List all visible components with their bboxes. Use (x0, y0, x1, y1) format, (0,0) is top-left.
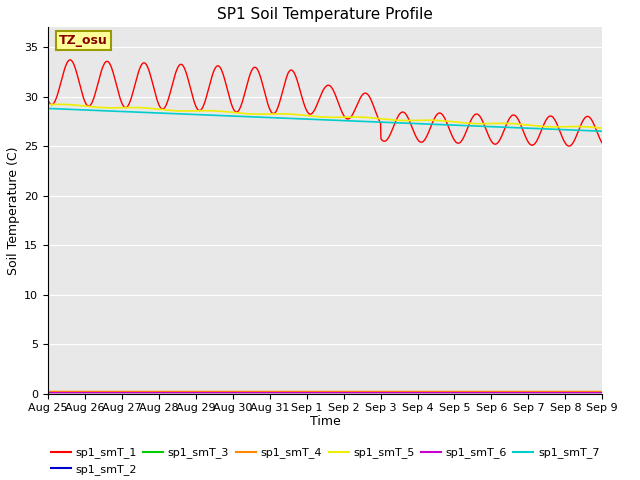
sp1_smT_6 (166, 390, 174, 396)
sp1_smT_7 (262, 115, 269, 120)
X-axis label: Time: Time (310, 415, 340, 428)
sp1_smT_6 (549, 390, 557, 396)
sp1_smT_3 (166, 390, 174, 396)
sp1_smT_1 (275, 100, 283, 106)
sp1_smT_5 (411, 118, 419, 123)
sp1_smT_2 (262, 389, 269, 395)
sp1_smT_3 (262, 390, 269, 396)
sp1_smT_2 (166, 389, 174, 395)
sp1_smT_1 (598, 140, 606, 146)
sp1_smT_2 (275, 389, 283, 395)
Text: TZ_osu: TZ_osu (59, 34, 108, 47)
sp1_smT_7 (502, 124, 509, 130)
sp1_smT_1 (411, 131, 419, 136)
sp1_smT_5 (44, 102, 52, 108)
sp1_smT_3 (549, 390, 557, 396)
sp1_smT_2 (598, 389, 606, 395)
sp1_smT_1 (550, 115, 557, 120)
sp1_smT_5 (502, 120, 509, 126)
sp1_smT_7 (166, 110, 174, 116)
sp1_smT_7 (598, 128, 606, 134)
Line: sp1_smT_5: sp1_smT_5 (48, 104, 602, 128)
sp1_smT_5 (550, 124, 557, 130)
sp1_smT_6 (44, 390, 52, 396)
sp1_smT_2 (410, 389, 418, 395)
sp1_smT_1 (565, 143, 573, 149)
sp1_smT_7 (44, 106, 52, 111)
sp1_smT_5 (54, 101, 62, 107)
Line: sp1_smT_1: sp1_smT_1 (48, 60, 602, 146)
sp1_smT_6 (598, 390, 606, 396)
sp1_smT_4 (502, 388, 509, 394)
sp1_smT_4 (275, 388, 283, 394)
sp1_smT_7 (275, 115, 283, 121)
sp1_smT_3 (598, 390, 606, 396)
sp1_smT_3 (275, 390, 283, 396)
sp1_smT_1 (167, 88, 175, 94)
sp1_smT_2 (44, 389, 52, 395)
Line: sp1_smT_7: sp1_smT_7 (48, 108, 602, 131)
sp1_smT_7 (410, 120, 418, 126)
sp1_smT_2 (549, 389, 557, 395)
sp1_smT_4 (44, 388, 52, 394)
sp1_smT_6 (275, 390, 283, 396)
sp1_smT_3 (410, 390, 418, 396)
sp1_smT_4 (262, 388, 269, 394)
sp1_smT_4 (549, 388, 557, 394)
sp1_smT_1 (262, 94, 269, 100)
Legend: sp1_smT_1, sp1_smT_2, sp1_smT_3, sp1_smT_4, sp1_smT_5, sp1_smT_6, sp1_smT_7: sp1_smT_1, sp1_smT_2, sp1_smT_3, sp1_smT… (46, 443, 604, 480)
sp1_smT_6 (410, 390, 418, 396)
sp1_smT_4 (410, 388, 418, 394)
sp1_smT_4 (598, 388, 606, 394)
sp1_smT_1 (44, 97, 52, 103)
sp1_smT_5 (167, 108, 175, 113)
sp1_smT_2 (502, 389, 509, 395)
Title: SP1 Soil Temperature Profile: SP1 Soil Temperature Profile (217, 7, 433, 22)
sp1_smT_4 (166, 388, 174, 394)
sp1_smT_1 (66, 57, 74, 63)
sp1_smT_5 (262, 111, 269, 117)
sp1_smT_5 (275, 111, 283, 117)
sp1_smT_3 (44, 390, 52, 396)
sp1_smT_6 (502, 390, 509, 396)
sp1_smT_1 (502, 123, 509, 129)
sp1_smT_6 (262, 390, 269, 396)
sp1_smT_5 (598, 125, 606, 131)
sp1_smT_7 (549, 126, 557, 132)
sp1_smT_3 (502, 390, 509, 396)
Y-axis label: Soil Temperature (C): Soil Temperature (C) (7, 146, 20, 275)
